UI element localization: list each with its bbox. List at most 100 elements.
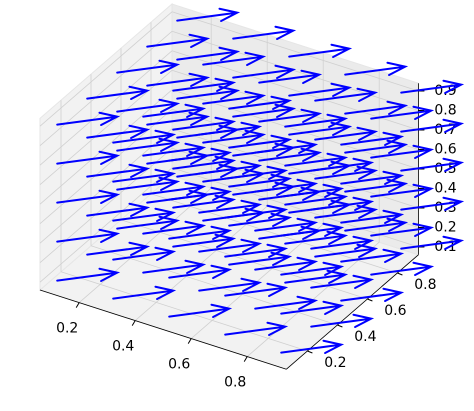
arrow: [86, 85, 151, 101]
arrow: [86, 163, 151, 179]
arrow: [56, 150, 121, 166]
arrow: [232, 64, 297, 80]
arrow: [142, 220, 207, 236]
arrow: [86, 124, 151, 140]
arrow: [254, 256, 319, 272]
arrow: [258, 108, 323, 124]
arrow: [310, 235, 375, 251]
z-tick-label: 0.2: [434, 220, 456, 236]
arrow: [280, 222, 345, 238]
arrow: [370, 144, 435, 160]
z-tick-label: 0.6: [434, 142, 456, 158]
arrow: [176, 85, 241, 101]
arrow: [314, 204, 379, 220]
arrow: [400, 157, 465, 173]
arrow: [344, 217, 409, 233]
arrow: [172, 194, 237, 210]
arrow: [310, 157, 375, 173]
arrow: [228, 134, 293, 150]
arrow: [340, 248, 405, 264]
arrow: [224, 204, 289, 220]
tick-mark: [307, 350, 313, 354]
grid-line: [39, 128, 173, 244]
arrow: [168, 303, 233, 319]
arrow: [172, 155, 237, 171]
arrow: [288, 121, 353, 137]
x-tick-label: 0.6: [168, 357, 190, 373]
grid-line: [39, 89, 173, 205]
arrow: [172, 77, 237, 93]
arrow: [254, 217, 319, 233]
arrow: [168, 147, 233, 163]
grid-line: [39, 11, 173, 127]
arrow: [280, 339, 345, 355]
arrow: [370, 105, 435, 121]
arrow: [86, 241, 151, 257]
arrow: [142, 142, 207, 158]
arrow: [146, 72, 211, 88]
arrow: [314, 126, 379, 142]
arrow: [288, 43, 353, 59]
arrow: [258, 147, 323, 163]
arrow: [112, 246, 177, 262]
arrow: [284, 113, 349, 129]
arrow: [112, 285, 177, 301]
arrow: [56, 267, 121, 283]
arrow: [232, 25, 297, 41]
grid-line: [171, 11, 419, 92]
x-tick-label: 0.8: [224, 375, 246, 391]
arrow: [202, 129, 267, 145]
arrow: [370, 261, 435, 277]
grid-line: [171, 69, 419, 150]
arrow: [310, 196, 375, 212]
arrow: [116, 59, 181, 75]
arrow: [56, 228, 121, 244]
arrow: [400, 196, 465, 212]
arrow: [314, 87, 379, 103]
grid-line: [60, 271, 308, 352]
arrow: [224, 165, 289, 181]
arrow: [284, 230, 349, 246]
arrow: [258, 69, 323, 85]
arrow: [370, 222, 435, 238]
arrow: [344, 61, 409, 77]
arrow: [112, 207, 177, 223]
grid-line: [39, 108, 173, 225]
arrow: [176, 7, 241, 23]
arrow: [224, 321, 289, 337]
arrow: [168, 264, 233, 280]
x-tick-label: 0.4: [112, 339, 134, 355]
arrow: [116, 98, 181, 114]
arrow: [224, 243, 289, 259]
arrow: [168, 225, 233, 241]
arrow: [202, 51, 267, 67]
arrow: [172, 233, 237, 249]
arrow: [86, 202, 151, 218]
z-tick-label: 0.4: [434, 181, 456, 197]
arrow: [344, 178, 409, 194]
arrow: [340, 170, 405, 186]
arrow: [400, 235, 465, 251]
tick-mark: [367, 298, 373, 302]
y-tick-label: 0.8: [414, 277, 436, 293]
arrow: [340, 287, 405, 303]
arrow: [112, 129, 177, 145]
y-axis: [286, 254, 419, 370]
arrow: [400, 79, 465, 95]
y-tick-label: 0.6: [384, 303, 406, 319]
arrow: [254, 139, 319, 155]
arrow: [56, 111, 121, 127]
arrow: [228, 212, 293, 228]
arrow: [116, 137, 181, 153]
arrow: [198, 277, 263, 293]
tick-mark: [397, 272, 403, 276]
arrow: [314, 243, 379, 259]
arrow: [284, 191, 349, 207]
arrow: [146, 33, 211, 49]
arrow: [254, 295, 319, 311]
arrow: [344, 139, 409, 155]
tick-mark: [131, 320, 136, 326]
arrow: [344, 100, 409, 116]
arrow: [202, 90, 267, 106]
arrow: [228, 173, 293, 189]
